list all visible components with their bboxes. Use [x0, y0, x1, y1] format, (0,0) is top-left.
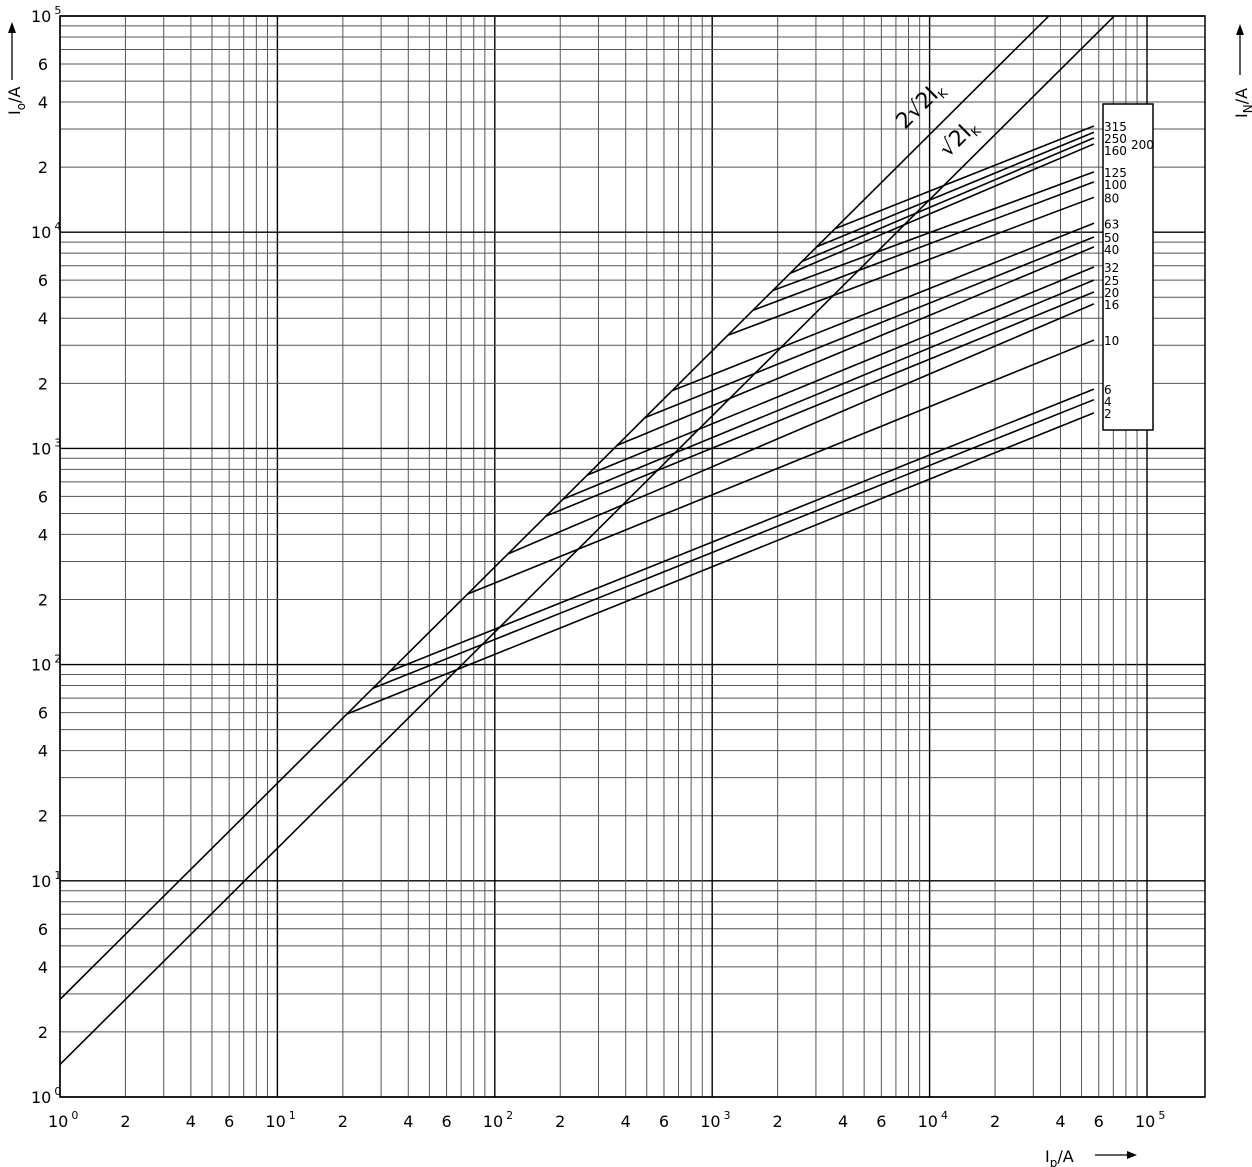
x-axis-arrowhead — [1127, 1151, 1137, 1159]
y-tick-label: 10 0 — [31, 1085, 61, 1107]
rating-label-box — [1102, 103, 1154, 431]
rating-label: 4 — [1104, 395, 1112, 409]
fuse-line-10 — [467, 339, 1095, 595]
reference-line — [60, 16, 1050, 1000]
reference-line — [60, 16, 1116, 1066]
x-tick-label: 2 — [338, 1112, 348, 1131]
rating-label: 100 — [1104, 178, 1127, 192]
x-tick-label: 4 — [1055, 1112, 1065, 1131]
fuse-line-40 — [616, 246, 1095, 447]
fuse-line-63 — [671, 222, 1095, 392]
y-tick-label: 2 — [38, 1023, 48, 1042]
x-tick-label: 4 — [403, 1112, 413, 1131]
y-tick-label: 2 — [38, 374, 48, 393]
rating-label: 16 — [1104, 298, 1119, 312]
x-tick-label: 6 — [659, 1112, 669, 1131]
rating-label: 250 — [1104, 132, 1127, 146]
fuse-line-200 — [801, 137, 1095, 263]
rating-label: 125 — [1104, 166, 1127, 180]
right-axis-arrowhead — [1236, 24, 1244, 35]
fuse-line-4 — [372, 398, 1095, 689]
x-tick-label: 10 4 — [918, 1109, 948, 1131]
y-tick-label: 6 — [38, 271, 48, 290]
y-tick-label: 6 — [38, 920, 48, 939]
reference-line-label-group: 2√2IK — [892, 76, 952, 136]
y-tick-label: 10 3 — [31, 436, 61, 458]
y-tick-label: 4 — [38, 309, 48, 328]
y-tick-label: 6 — [38, 55, 48, 74]
series-lines — [60, 16, 1116, 1066]
y-tick-label: 2 — [38, 591, 48, 610]
x-tick-label: 10 2 — [483, 1109, 513, 1131]
rating-label: 315 — [1104, 120, 1127, 134]
rating-label: 160 — [1104, 144, 1127, 158]
x-tick-label: 6 — [876, 1112, 886, 1131]
y-tick-label: 2 — [38, 807, 48, 826]
right-axis-label: IN/A — [1232, 88, 1252, 118]
y-axis-label: Io/A — [5, 87, 28, 115]
y-tick-label: 10 5 — [31, 4, 61, 26]
fuse-line-250 — [816, 131, 1095, 248]
fuse-line-80 — [727, 196, 1095, 336]
y-axis-arrowhead — [8, 22, 16, 33]
y-tick-label: 6 — [38, 704, 48, 723]
grid — [59, 15, 1205, 1098]
x-tick-label: 4 — [186, 1112, 196, 1131]
y-tick-label: 2 — [38, 158, 48, 177]
y-tick-label: 4 — [38, 93, 48, 112]
fuse-line-50 — [644, 236, 1095, 419]
fuse-line-160 — [789, 143, 1095, 275]
reference-line-label: 2√2IK — [892, 76, 952, 136]
x-tick-label: 2 — [990, 1112, 1000, 1131]
y-tick-label: 6 — [38, 487, 48, 506]
fuse-line-20 — [545, 291, 1095, 517]
rating-label: 2 — [1104, 407, 1112, 421]
x-tick-label: 6 — [224, 1112, 234, 1131]
rating-label: 10 — [1104, 334, 1119, 348]
x-axis-label: Ip/A — [1045, 1147, 1074, 1167]
fuse-line-2 — [346, 412, 1095, 715]
y-tick-label: 10 2 — [31, 653, 61, 675]
right-axis-label-group: IN/A — [1232, 88, 1252, 118]
x-tick-label: 10 3 — [700, 1109, 730, 1131]
y-tick-label: 10 4 — [31, 220, 61, 242]
x-tick-label: 10 1 — [265, 1109, 295, 1131]
fuse-line-315 — [834, 125, 1095, 230]
rating-label: 32 — [1104, 261, 1119, 275]
x-tick-label: 4 — [838, 1112, 848, 1131]
rating-label: 80 — [1104, 191, 1119, 205]
rating-label: 50 — [1104, 231, 1119, 245]
fuse-line-125 — [772, 171, 1095, 292]
fuse-line-100 — [752, 181, 1095, 311]
rating-label: 40 — [1104, 243, 1119, 257]
rating-label: 63 — [1104, 217, 1119, 231]
y-tick-label: 4 — [38, 525, 48, 544]
y-tick-label: 4 — [38, 742, 48, 761]
x-tick-label: 2 — [555, 1112, 565, 1131]
plot-frame — [59, 15, 1206, 1098]
x-tick-label: 2 — [120, 1112, 130, 1131]
y-axis-label-group: Io/A — [5, 87, 28, 115]
x-tick-label: 10 0 — [48, 1109, 78, 1131]
rating-label: 25 — [1104, 274, 1119, 288]
x-tick-label: 6 — [441, 1112, 451, 1131]
rating-label: 6 — [1104, 383, 1112, 397]
rating-label: 20 — [1104, 286, 1119, 300]
fuse-line-25 — [562, 279, 1095, 500]
rating-label: 200 — [1131, 138, 1154, 152]
x-tick-label: 2 — [773, 1112, 783, 1131]
fuse-line-32 — [586, 266, 1095, 476]
x-tick-label: 6 — [1094, 1112, 1104, 1131]
y-tick-label: 4 — [38, 958, 48, 977]
fuse-line-6 — [389, 388, 1095, 672]
fuse-line-16 — [507, 303, 1095, 555]
x-tick-label: 10 5 — [1135, 1109, 1165, 1131]
x-tick-label: 4 — [621, 1112, 631, 1131]
y-tick-label: 10 1 — [31, 869, 61, 891]
